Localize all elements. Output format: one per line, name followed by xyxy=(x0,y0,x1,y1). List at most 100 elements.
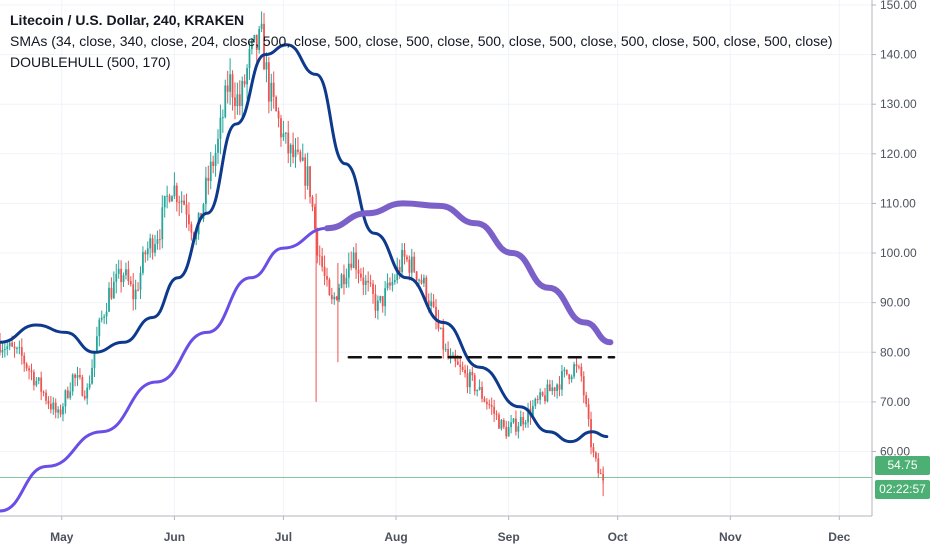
candle-body xyxy=(6,346,9,350)
candle-body xyxy=(502,419,505,427)
candle-body xyxy=(527,408,529,423)
y-tick-label: 90.00 xyxy=(880,296,910,310)
y-tick-label: 150.00 xyxy=(880,0,917,12)
x-tick-label: May xyxy=(50,530,74,544)
last-price-badge: 54.75 xyxy=(875,456,930,475)
candle-body xyxy=(158,239,161,241)
candle-body xyxy=(379,296,382,301)
candle-body xyxy=(74,374,76,378)
candle-body xyxy=(578,366,580,368)
candle-body xyxy=(464,369,466,374)
candle-body xyxy=(3,349,6,351)
x-axis-ticks: May Jun Jul Aug Sep Oct Nov Dec xyxy=(50,516,851,544)
candle-body xyxy=(575,364,578,367)
candle-body xyxy=(224,85,227,118)
candle-body xyxy=(386,282,389,289)
candle-body xyxy=(568,374,571,380)
candle-body xyxy=(178,202,181,204)
candle-body xyxy=(398,266,401,273)
candle-body xyxy=(362,277,365,285)
candle-body xyxy=(350,263,353,268)
candle-body xyxy=(258,28,261,50)
candle-body xyxy=(493,406,496,414)
candle-body xyxy=(280,118,282,138)
candle-body xyxy=(284,132,287,134)
chart-legend: Litecoin / U.S. Dollar, 240, KRAKEN SMAs… xyxy=(10,10,833,73)
candle-body xyxy=(0,342,1,353)
candle-body xyxy=(95,336,98,353)
candle-body xyxy=(20,347,23,356)
candle-body xyxy=(432,301,435,307)
candle-body xyxy=(563,369,566,372)
candle-body xyxy=(212,161,215,166)
candle-body xyxy=(243,80,246,85)
candle-body xyxy=(435,306,437,320)
candle-body xyxy=(166,195,169,197)
candle-body xyxy=(381,296,384,307)
candle-body xyxy=(229,74,232,92)
candle-body xyxy=(473,375,476,392)
indicator-lines xyxy=(0,43,616,513)
candle-body xyxy=(267,62,270,102)
candle-body xyxy=(91,367,93,384)
candle-body xyxy=(100,317,103,320)
x-tick-label: Oct xyxy=(608,530,628,544)
candle-body xyxy=(190,224,193,233)
candle-body xyxy=(161,207,164,240)
candle-body xyxy=(466,373,469,388)
candle-body xyxy=(217,138,219,153)
y-tick-label: 70.00 xyxy=(880,395,910,409)
candle-body xyxy=(367,280,370,283)
candle-body xyxy=(582,376,585,396)
candle-body xyxy=(360,273,362,278)
candle-body xyxy=(512,418,515,423)
candle-body xyxy=(539,392,542,400)
candle-body xyxy=(112,281,115,299)
candle-body xyxy=(442,327,445,350)
candle-body xyxy=(340,274,343,288)
candle-body xyxy=(376,300,379,311)
candle-body xyxy=(183,200,185,205)
candle-body xyxy=(483,398,486,402)
candle-body xyxy=(427,300,430,307)
countdown-badge: 02:22:57 xyxy=(875,480,930,499)
y-tick-label: 100.00 xyxy=(880,246,917,260)
candle-body xyxy=(272,82,275,97)
candle-body xyxy=(66,390,69,398)
candle-body xyxy=(594,452,597,459)
candle-body xyxy=(299,151,302,161)
candle-body xyxy=(439,327,442,329)
candle-body xyxy=(251,39,253,49)
candle-body xyxy=(452,354,454,356)
candle-body xyxy=(471,372,474,376)
candle-body xyxy=(57,409,60,413)
candle-body xyxy=(459,364,462,367)
candle-body xyxy=(236,94,239,107)
candle-body xyxy=(231,74,234,98)
candle-body xyxy=(536,398,539,400)
candle-body xyxy=(103,316,106,318)
candle-body xyxy=(391,281,394,286)
candle-body xyxy=(110,287,113,299)
candle-body xyxy=(13,346,16,349)
candle-body xyxy=(415,271,418,281)
x-tick-label: Aug xyxy=(384,530,407,544)
candle-body xyxy=(410,256,413,273)
candle-body xyxy=(478,386,481,390)
candle-body xyxy=(246,68,248,85)
candle-body xyxy=(122,275,125,283)
candle-body xyxy=(142,252,144,273)
candle-body xyxy=(175,185,178,203)
candle-body xyxy=(146,248,149,255)
candle-body xyxy=(408,259,411,273)
candle-body xyxy=(144,252,147,255)
candle-body xyxy=(326,276,328,280)
candle-body xyxy=(357,269,360,274)
y-tick-label: 130.00 xyxy=(880,97,917,111)
candle-body xyxy=(548,384,551,392)
candle-body xyxy=(541,392,544,396)
candle-body xyxy=(282,133,285,138)
x-tick-label: Jun xyxy=(164,530,185,544)
candle-body xyxy=(294,149,297,158)
